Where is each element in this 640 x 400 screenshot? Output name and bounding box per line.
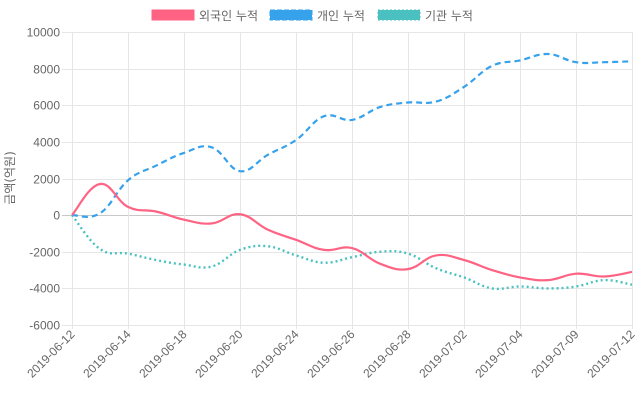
data-point[interactable] — [517, 274, 523, 280]
y-tick-label: -2000 — [29, 246, 60, 260]
data-point[interactable] — [601, 273, 607, 279]
data-point[interactable] — [97, 181, 103, 187]
data-point[interactable] — [349, 254, 355, 260]
series-line-1 — [71, 52, 633, 218]
data-point[interactable] — [237, 168, 243, 174]
x-axis: 2019-06-12 2019-06-14 2019-06-18 2019-06-20… — [24, 327, 638, 381]
x-tick-label: 2019-06-20 — [192, 327, 246, 381]
data-point[interactable] — [293, 137, 299, 143]
data-point[interactable] — [461, 84, 467, 90]
data-point[interactable] — [461, 274, 467, 280]
legend-label: 개인 누적 — [317, 9, 365, 23]
data-point[interactable] — [349, 245, 355, 251]
data-point[interactable] — [209, 220, 215, 226]
data-point[interactable] — [489, 63, 495, 69]
data-point[interactable] — [405, 100, 411, 106]
data-point[interactable] — [461, 257, 467, 263]
legend: 외국인 누적 개인 누적 기관 누적 — [151, 9, 473, 23]
x-tick-label: 2019-07-12 — [584, 327, 638, 381]
y-tick-label: -4000 — [29, 282, 60, 296]
data-point[interactable] — [265, 227, 271, 233]
data-point[interactable] — [573, 271, 579, 277]
data-point[interactable] — [237, 247, 243, 253]
x-tick-label: 2019-07-02 — [416, 327, 470, 381]
x-tick-label: 2019-06-12 — [24, 327, 78, 381]
y-axis-title: 금액(억원) — [3, 151, 17, 205]
data-point[interactable] — [601, 59, 607, 65]
data-point[interactable] — [377, 104, 383, 110]
data-point[interactable] — [573, 59, 579, 65]
data-point[interactable] — [433, 265, 439, 271]
data-point[interactable] — [97, 210, 103, 216]
data-point[interactable] — [69, 212, 75, 218]
grid — [62, 32, 633, 329]
legend-item[interactable]: 외국인 누적 — [151, 9, 258, 23]
data-point[interactable] — [517, 284, 523, 290]
data-point[interactable] — [293, 252, 299, 258]
x-tick-label: 2019-06-14 — [80, 327, 134, 381]
y-axis: 10000 8000 6000 4000 2000 0 -2000 -4000 -6000 — [27, 26, 61, 333]
data-point[interactable] — [181, 217, 187, 223]
data-point[interactable] — [433, 99, 439, 105]
data-point[interactable] — [153, 163, 159, 169]
x-tick-label: 2019-07-09 — [528, 327, 582, 381]
data-point[interactable] — [545, 277, 551, 283]
data-point[interactable] — [265, 152, 271, 158]
legend-swatch — [377, 9, 421, 21]
x-tick-label: 2019-06-18 — [136, 327, 190, 381]
data-point[interactable] — [293, 237, 299, 243]
data-point[interactable] — [321, 113, 327, 119]
x-tick-label: 2019-07-04 — [472, 327, 526, 381]
data-point[interactable] — [629, 58, 635, 64]
data-point[interactable] — [125, 251, 131, 257]
data-point[interactable] — [405, 266, 411, 272]
data-point[interactable] — [489, 285, 495, 291]
data-point[interactable] — [545, 51, 551, 57]
data-point[interactable] — [377, 261, 383, 267]
data-point[interactable] — [181, 150, 187, 156]
data-point[interactable] — [321, 247, 327, 253]
data-point[interactable] — [265, 243, 271, 249]
data-point[interactable] — [377, 249, 383, 255]
y-tick-label: -6000 — [29, 319, 60, 333]
legend-label: 외국인 누적 — [199, 9, 258, 23]
data-point[interactable] — [433, 252, 439, 258]
data-point[interactable] — [629, 282, 635, 288]
series-line-2 — [71, 214, 633, 291]
y-tick-label: 6000 — [33, 99, 60, 113]
y-tick-label: 2000 — [33, 173, 60, 187]
legend-label: 기관 누적 — [425, 9, 473, 23]
x-tick-label: 2019-06-26 — [304, 327, 358, 381]
data-point[interactable] — [545, 285, 551, 291]
data-point[interactable] — [97, 246, 103, 252]
data-point[interactable] — [517, 57, 523, 63]
y-tick-label: 0 — [53, 209, 60, 223]
data-point[interactable] — [629, 269, 635, 275]
data-point[interactable] — [153, 208, 159, 214]
data-point[interactable] — [209, 144, 215, 150]
y-tick-label: 8000 — [33, 63, 60, 77]
series-line-0 — [71, 182, 633, 282]
data-point[interactable] — [321, 260, 327, 266]
x-tick-label: 2019-06-24 — [248, 327, 302, 381]
legend-swatch — [269, 9, 313, 21]
data-point[interactable] — [181, 262, 187, 268]
data-point[interactable] — [209, 263, 215, 269]
legend-swatch — [151, 9, 195, 21]
data-point[interactable] — [349, 117, 355, 123]
series-lines — [69, 51, 635, 291]
data-point[interactable] — [405, 251, 411, 257]
legend-item[interactable]: 개인 누적 — [269, 9, 365, 23]
data-point[interactable] — [153, 257, 159, 263]
data-point[interactable] — [125, 177, 131, 183]
data-point[interactable] — [125, 204, 131, 210]
data-point[interactable] — [573, 284, 579, 290]
y-tick-label: 10000 — [27, 26, 61, 40]
legend-item[interactable]: 기관 누적 — [377, 9, 473, 23]
y-tick-label: 4000 — [33, 136, 60, 150]
data-point[interactable] — [489, 267, 495, 273]
data-point[interactable] — [237, 211, 243, 217]
x-tick-label: 2019-06-28 — [360, 327, 414, 381]
